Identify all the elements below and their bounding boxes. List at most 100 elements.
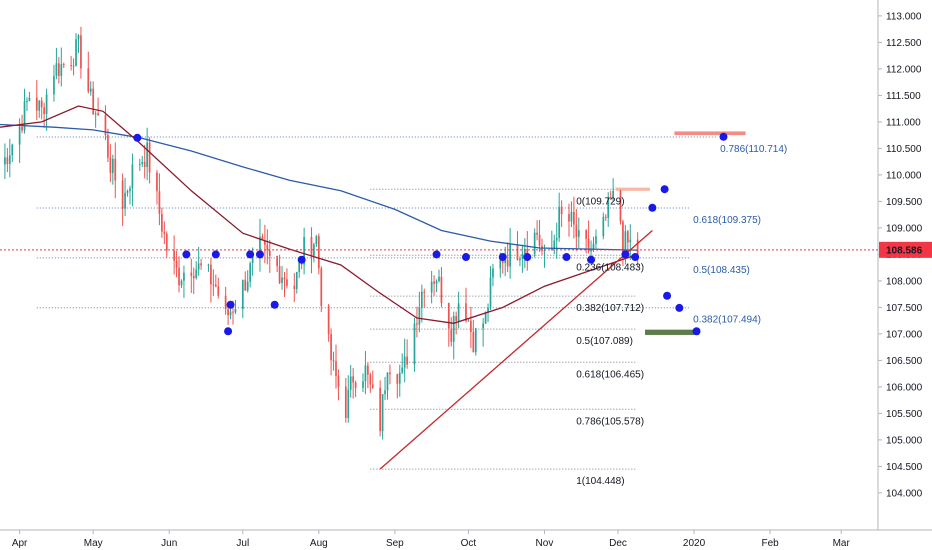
candle-body [70, 64, 72, 66]
candle-body [320, 268, 323, 306]
candle-body [624, 231, 627, 256]
candle-body [43, 107, 46, 115]
last-price-label: 108.586 [886, 245, 923, 256]
last-price: 108.586 [0, 241, 932, 258]
fib-labels: 0(109.729) 0.236(108.483) 0.382(107.712) 0.… [576, 144, 787, 487]
candle-body [504, 259, 507, 264]
candle-body [310, 237, 313, 256]
candle-body [577, 230, 580, 237]
x-tick-label: Jul [236, 538, 249, 549]
candle-body [575, 224, 578, 237]
candle-body [173, 250, 175, 261]
candle-body [487, 307, 489, 312]
candle-body [217, 286, 220, 296]
candle-body [371, 384, 374, 388]
y-tick-label: 106.000 [886, 382, 923, 393]
candle-body [482, 323, 485, 329]
candle-body [573, 211, 575, 225]
candle-body [165, 233, 168, 251]
candle-body [337, 376, 340, 387]
markers [133, 132, 728, 336]
y-tick-label: 106.500 [886, 356, 923, 367]
candle-body [126, 191, 129, 193]
x-tick-label: Oct [461, 538, 477, 549]
candle-body [214, 284, 217, 287]
marker-dot [461, 253, 470, 262]
y-tick-label: 109.500 [886, 197, 923, 208]
x-tick-label: Dec [609, 538, 627, 549]
candle-body [435, 281, 438, 284]
candle-body [467, 320, 470, 322]
moving-average-line-1 [0, 123, 638, 251]
y-tick-label: 113.000 [886, 11, 922, 22]
candle-body [450, 328, 453, 342]
fib-level-label: 0.5(108.435) [693, 265, 750, 276]
candle-body [347, 389, 350, 419]
zones [615, 131, 746, 335]
marker-dot [648, 203, 657, 212]
candle-body [141, 161, 144, 164]
candle-body [420, 291, 423, 308]
candle-body [8, 155, 11, 164]
fib-level-label: 0.786(105.578) [576, 416, 644, 427]
candle-body [38, 100, 41, 111]
candle-body [276, 255, 278, 267]
y-tick-label: 107.500 [886, 303, 923, 314]
candle-body [315, 236, 318, 245]
y-tick-label: 112.500 [886, 38, 922, 49]
candle-body [60, 64, 63, 76]
candle-body [114, 158, 117, 181]
marker-dot [562, 253, 571, 262]
candle-body [197, 263, 200, 270]
candle-body [609, 197, 612, 199]
candle-body [87, 68, 90, 92]
marker-dot [432, 250, 441, 259]
candle-body [558, 206, 561, 238]
candle-body [509, 244, 511, 267]
candle-body [335, 361, 337, 377]
candle-body [232, 311, 234, 313]
x-tick-label: Mar [833, 538, 851, 549]
candle-body [143, 161, 146, 167]
fib-level-label: 0(109.729) [576, 196, 624, 207]
candle-body [560, 206, 563, 215]
candle-body [293, 285, 296, 290]
candle-body [207, 264, 210, 266]
candle-body [543, 250, 546, 252]
candle-body [58, 63, 60, 76]
last-price-tag [879, 241, 932, 258]
marker-dot [297, 255, 306, 264]
marker-dot [133, 133, 142, 142]
y-tick-label: 104.500 [886, 462, 923, 473]
y-tick-label: 105.000 [886, 435, 923, 446]
candle-body [97, 113, 99, 116]
y-tick-label: 111.000 [886, 117, 921, 128]
candle-body [286, 279, 288, 286]
candle-body [283, 277, 286, 280]
candle-body [430, 281, 433, 293]
candle-body [499, 254, 502, 269]
candle-body [80, 35, 82, 69]
candle-body [229, 311, 232, 316]
marker-dot [523, 253, 532, 262]
candle-body [246, 281, 249, 291]
candle-body [555, 237, 558, 241]
marker-dot [663, 291, 672, 300]
candle-body [550, 248, 553, 251]
marker-dot [675, 303, 684, 312]
candle-body [327, 305, 330, 335]
candle-body [251, 255, 254, 264]
candle-body [492, 268, 494, 278]
candle-body [146, 142, 149, 167]
candle-body [161, 213, 163, 232]
marker-dot [211, 250, 220, 259]
candle-body [367, 365, 369, 375]
candle-body [418, 307, 421, 325]
candle-body [195, 269, 198, 279]
candle-body [261, 236, 264, 241]
candle-body [330, 334, 332, 361]
candle-body [121, 180, 124, 209]
candle-body [55, 63, 58, 76]
candle-body [349, 376, 352, 390]
